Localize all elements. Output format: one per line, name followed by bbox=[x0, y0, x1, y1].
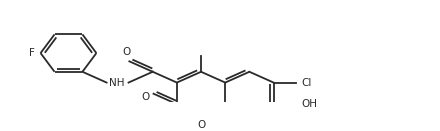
Text: OH: OH bbox=[301, 99, 317, 109]
Text: Cl: Cl bbox=[301, 78, 311, 88]
Text: O: O bbox=[197, 120, 205, 130]
Text: O: O bbox=[122, 47, 131, 57]
Text: NH: NH bbox=[109, 78, 125, 88]
Text: O: O bbox=[142, 92, 150, 102]
Text: F: F bbox=[29, 48, 35, 58]
